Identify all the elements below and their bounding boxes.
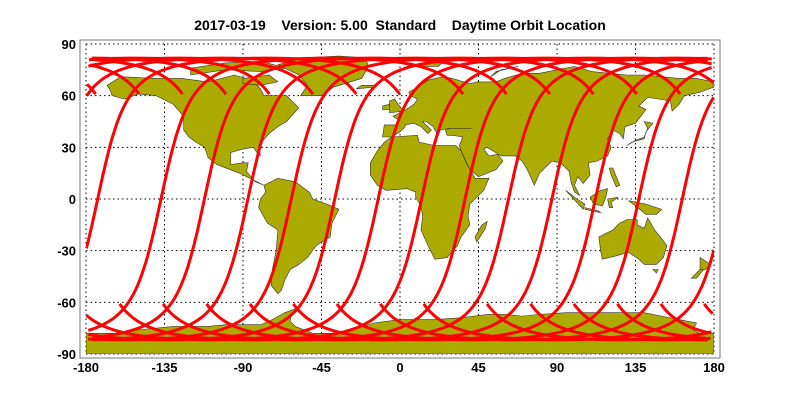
orbit-track (92, 56, 552, 342)
landmass (382, 103, 390, 110)
lon-tick-label: 135 (625, 360, 647, 375)
map-content (86, 55, 714, 354)
lon-tick-label: 45 (471, 360, 485, 375)
orbit-track (92, 56, 508, 339)
lon-tick-label: -135 (151, 360, 177, 375)
orbit-track (88, 56, 315, 95)
landmass (565, 190, 586, 210)
orbit-track (572, 303, 709, 342)
map-frame (79, 39, 721, 359)
landmass (490, 66, 519, 77)
figure-title: 2017-03-19 Version: 5.00 Standard Daytim… (194, 17, 606, 33)
landmass (598, 217, 668, 265)
lon-tick-label: -90 (234, 360, 253, 375)
lat-tick-label: 90 (62, 37, 76, 52)
lon-tick-label: 90 (550, 360, 564, 375)
lat-tick-label: 60 (62, 89, 76, 104)
lat-tick-label: -60 (57, 295, 76, 310)
landmass (589, 188, 608, 207)
orbit-track (86, 56, 682, 342)
lon-tick-label: -45 (312, 360, 331, 375)
landmass (652, 269, 659, 274)
orbit-track (88, 56, 638, 342)
orbit-track (86, 56, 358, 97)
lon-tick-label: 180 (703, 360, 725, 375)
landmass (690, 269, 705, 279)
lat-tick-label: -30 (57, 244, 76, 259)
landmass (626, 121, 654, 146)
landmass (608, 167, 621, 188)
lat-tick-label: 0 (69, 192, 76, 207)
orbit-track (529, 303, 711, 342)
orbit-track (118, 56, 714, 342)
orbit-track (422, 249, 714, 342)
lon-tick-label: 0 (396, 360, 403, 375)
landmass (258, 178, 340, 295)
landmass (474, 220, 488, 243)
orbit-track (703, 303, 714, 315)
landmass (86, 307, 714, 354)
landmass (106, 74, 300, 186)
lat-tick-label: -90 (57, 347, 76, 362)
orbit-track (616, 303, 706, 340)
orbit-track (161, 56, 712, 342)
orbit-track (87, 56, 595, 342)
landmass (607, 196, 619, 208)
lon-tick-label: -180 (73, 360, 99, 375)
orbit-track (94, 58, 184, 95)
orbit-track (86, 56, 401, 249)
orbit-track (205, 56, 712, 342)
landmass (382, 66, 714, 197)
lat-tick-label: 30 (62, 140, 76, 155)
landmass (628, 200, 663, 215)
